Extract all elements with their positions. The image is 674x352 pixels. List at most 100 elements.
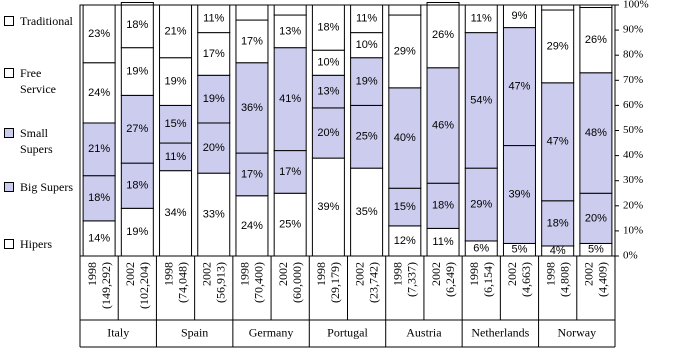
legend-item: Big Supers	[4, 179, 78, 195]
data-label: 40%	[394, 132, 416, 144]
y-tick-label: 30%	[623, 174, 643, 186]
x-tick-label: 2002	[123, 262, 137, 286]
bar-segment	[159, 4, 193, 59]
data-label: 48%	[585, 127, 607, 139]
data-label: 18%	[317, 21, 339, 33]
bar-segment	[426, 67, 460, 184]
bar-segment	[82, 62, 116, 124]
data-label: 46%	[432, 119, 454, 131]
y-tick-label: 10%	[623, 224, 643, 236]
y-tick-label: 80%	[623, 49, 643, 61]
data-label: 19%	[126, 226, 148, 238]
legend-swatch	[4, 68, 14, 78]
bar-segment	[82, 122, 116, 177]
bar-segment	[502, 145, 536, 244]
bar-segment	[464, 32, 498, 169]
bar-segment	[197, 74, 231, 124]
data-label: 10%	[356, 39, 378, 51]
data-label: 21%	[165, 25, 187, 37]
data-label: 26%	[432, 29, 454, 41]
x-tick-sublabel: (6,249)	[443, 262, 457, 297]
x-tick-sublabel: (4,808)	[557, 262, 571, 297]
bar-segment	[502, 27, 536, 147]
x-tick-label: 2002	[200, 262, 214, 286]
y-tick-label: 0%	[623, 250, 638, 262]
x-tick-sublabel: (7,337)	[405, 262, 419, 297]
data-label: 4%	[550, 245, 566, 257]
data-label: 18%	[126, 19, 148, 31]
data-label: 35%	[356, 206, 378, 218]
group-label: Germany	[249, 325, 294, 339]
bar-segment	[388, 4, 422, 16]
y-tick-label: 20%	[623, 199, 643, 211]
x-tick-sublabel: (102,204)	[137, 262, 151, 309]
bar-segment	[159, 104, 193, 144]
x-tick-sublabel: (6,154)	[481, 262, 495, 297]
data-label: 20%	[317, 127, 339, 139]
data-label: 29%	[470, 198, 492, 210]
legend-item: Small Supers	[4, 125, 78, 157]
bar-segment	[235, 4, 269, 21]
data-label: 36%	[241, 102, 263, 114]
x-tick-sublabel: (56,913)	[214, 262, 228, 303]
bar-segment	[579, 7, 613, 74]
data-label: 18%	[432, 200, 454, 212]
bar-segment	[426, 182, 460, 229]
data-label: 11%	[165, 151, 186, 163]
group-label: Austria	[406, 325, 442, 339]
data-label: 21%	[88, 143, 110, 155]
data-label: 17%	[241, 168, 263, 180]
bar-segment	[388, 14, 422, 89]
x-tick-label: 2002	[276, 262, 290, 286]
legend-label: Hipers	[20, 237, 52, 251]
x-tick-sublabel: (23,742)	[366, 262, 380, 303]
data-label: 26%	[585, 34, 607, 46]
data-label: 20%	[203, 142, 225, 154]
data-label: 11%	[471, 13, 492, 25]
y-tick-label: 50%	[623, 124, 643, 136]
data-label: 23%	[88, 28, 110, 40]
bar-segment	[159, 170, 193, 257]
data-label: 11%	[203, 13, 224, 25]
bar-segment	[235, 62, 269, 154]
data-label: 15%	[165, 118, 187, 130]
data-label: 25%	[356, 131, 378, 143]
bar-segment	[541, 4, 575, 11]
bar-segment	[464, 167, 498, 242]
group-label: Norway	[557, 325, 596, 339]
bar-segment	[541, 82, 575, 202]
bar-segment	[197, 172, 231, 257]
data-label: 39%	[317, 201, 339, 213]
bar-segment	[197, 4, 231, 34]
x-tick-label: 1998	[543, 262, 557, 286]
bar-segment	[120, 1, 154, 49]
legend-swatch	[4, 182, 14, 192]
x-tick-label: 2002	[352, 262, 366, 286]
bar-segment	[541, 200, 575, 247]
data-label: 10%	[317, 57, 339, 69]
bar-segment	[311, 49, 345, 76]
bar-segment	[541, 9, 575, 84]
legend-label: Traditional	[20, 14, 73, 28]
data-label: 12%	[394, 235, 416, 247]
data-label: 20%	[585, 212, 607, 224]
data-label: 18%	[547, 217, 569, 229]
bar-segment	[159, 142, 193, 172]
x-tick-sublabel: (29,179)	[328, 262, 342, 303]
data-label: 34%	[165, 207, 187, 219]
legend-label: Big Supers	[20, 180, 74, 194]
data-label: 47%	[547, 136, 569, 148]
bar-segment	[579, 72, 613, 194]
x-tick-label: 2002	[582, 262, 596, 286]
bar-segment	[388, 87, 422, 189]
x-tick-label: 2002	[505, 262, 519, 286]
data-label: 25%	[279, 219, 301, 231]
data-label: 5%	[588, 244, 604, 256]
data-label: 29%	[394, 45, 416, 57]
bar-segment	[350, 104, 384, 169]
x-tick-label: 2002	[429, 262, 443, 286]
data-label: 15%	[394, 201, 416, 213]
data-label: 19%	[203, 93, 225, 105]
